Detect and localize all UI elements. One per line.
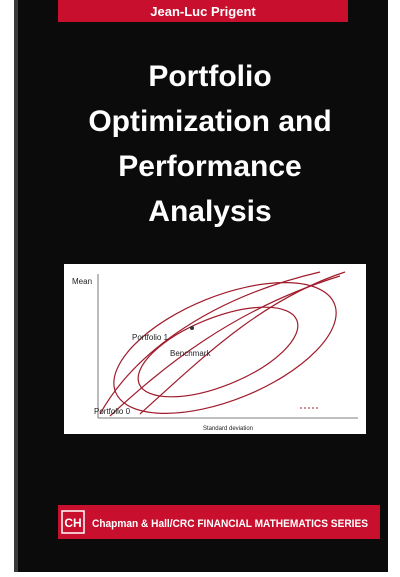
title: Portfolio Optimization and Performance A… xyxy=(88,60,331,228)
title-line: Performance xyxy=(118,150,301,183)
series-name: Chapman & Hall/CRC FINANCIAL MATHEMATICS… xyxy=(92,518,368,530)
title-line: Portfolio xyxy=(148,60,271,93)
author-band xyxy=(58,0,348,22)
logo-box xyxy=(61,510,85,534)
curves xyxy=(99,271,346,417)
title-line: Analysis xyxy=(148,195,271,228)
x-axis-label: Standard deviation xyxy=(203,426,253,432)
tracking-ellipse xyxy=(113,281,337,415)
title-line: Optimization and xyxy=(88,105,331,138)
benchmark-point xyxy=(190,326,194,330)
annotation: Portfolio 1 xyxy=(132,333,169,342)
spine-edge xyxy=(14,0,18,572)
series-band xyxy=(58,505,380,539)
y-axis-label: Mean xyxy=(72,277,92,286)
figure: Mean Standard deviation Portfolio 1 Benc… xyxy=(64,264,366,434)
frontier-curve xyxy=(139,271,346,415)
tracking-ellipse xyxy=(137,306,299,398)
publisher-logo: CH xyxy=(64,516,81,530)
frontier-curve xyxy=(99,271,321,415)
annotation: Benchmark xyxy=(170,349,211,358)
author: Jean-Luc Prigent xyxy=(150,4,256,19)
annotation: Portfolio 0 xyxy=(94,407,131,416)
